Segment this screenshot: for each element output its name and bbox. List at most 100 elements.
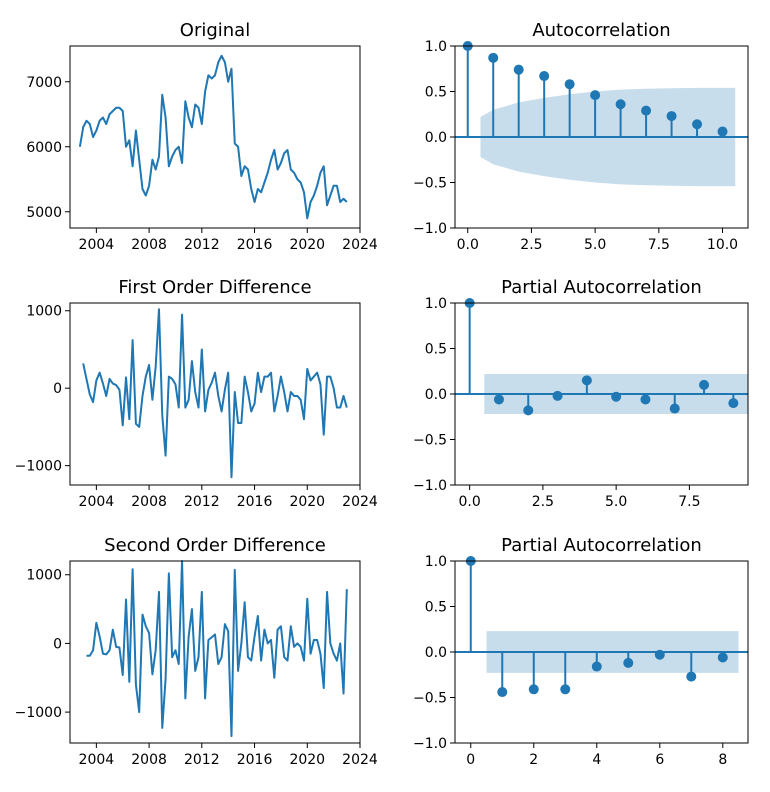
marker-lag-3 (560, 684, 571, 695)
x-tick-label: 0.0 (459, 494, 481, 510)
marker-lag-5 (611, 391, 622, 402)
x-tick-label: 2012 (184, 494, 220, 510)
x-tick-label: 7.5 (678, 494, 700, 510)
chart-panel-5: Second Order Difference 2004 2008 2012 2016 2… (15, 535, 378, 768)
chart-panel-6: Partial Autocorrelation 0 2 4 6 8 −1.0 −0.5 0.0 0… (413, 535, 749, 768)
marker-lag-5 (590, 90, 601, 101)
y-tick-label: −1.0 (413, 478, 447, 494)
series-line (86, 560, 348, 738)
y-tick-label: 0.5 (425, 600, 447, 616)
y-tick-label: 0 (53, 381, 62, 397)
y-tick-label: −1000 (15, 459, 62, 475)
series-line (78, 54, 348, 220)
y-tick-label: 7000 (26, 75, 62, 91)
y-tick-label: 1.0 (425, 39, 447, 55)
x-tick-label: 2024 (342, 237, 378, 253)
y-tick-label: 0.5 (425, 85, 447, 101)
x-tick-label: 2004 (79, 752, 115, 768)
marker-lag-8 (666, 111, 677, 122)
marker-lag-9 (692, 119, 703, 130)
x-tick-label: 0.0 (457, 237, 479, 253)
x-tick-label: 2016 (237, 237, 273, 253)
marker-lag-4 (581, 375, 592, 386)
marker-lag-3 (539, 71, 550, 82)
marker-lag-1 (497, 687, 508, 698)
y-tick-label: 1000 (26, 568, 62, 584)
x-tick-label: 2012 (184, 752, 220, 768)
x-tick-label: 2.5 (520, 237, 542, 253)
marker-lag-7 (669, 403, 680, 414)
chart-panel-2: Autocorrelation 0.0 2.5 5.0 7.5 10.0 −1.0 −0.5 0… (413, 20, 749, 253)
x-tick-label: 2012 (184, 237, 220, 253)
x-tick-label: 2016 (237, 752, 273, 768)
y-tick-label: 6000 (26, 140, 62, 156)
y-tick-label: 1.0 (425, 296, 447, 312)
marker-lag-6 (640, 394, 651, 405)
marker-lag-7 (641, 105, 652, 116)
chart-title: Autocorrelation (532, 20, 670, 41)
x-tick-label: 2024 (342, 752, 378, 768)
marker-lag-8 (699, 379, 710, 390)
marker-lag-8 (717, 652, 728, 663)
chart-title: Original (180, 20, 250, 41)
y-tick-label: 0.0 (425, 645, 447, 661)
y-tick-label: −1000 (15, 705, 62, 721)
x-tick-label: 2016 (237, 494, 273, 510)
marker-lag-2 (528, 684, 539, 695)
x-tick-label: 4 (592, 752, 601, 768)
marker-lag-7 (686, 671, 697, 682)
x-tick-label: 2024 (342, 494, 378, 510)
x-tick-label: 8 (718, 752, 727, 768)
x-tick-label: 2004 (79, 494, 115, 510)
y-tick-label: 1.0 (425, 554, 447, 570)
marker-lag-4 (564, 79, 575, 90)
marker-lag-6 (654, 649, 665, 660)
y-tick-label: −1.0 (413, 221, 447, 237)
axes-frame (69, 302, 361, 486)
chart-panel-1: Original 2004 2008 2012 2016 2020 2024 5000 6000… (26, 20, 378, 253)
axes-frame (69, 45, 361, 229)
x-tick-label: 2020 (289, 237, 325, 253)
y-tick-label: 5000 (26, 205, 62, 221)
chart-title: First Order Difference (118, 277, 311, 298)
y-tick-label: −0.5 (413, 691, 447, 707)
x-tick-label: 10.0 (707, 237, 738, 253)
x-tick-label: 2020 (289, 494, 325, 510)
series-line (82, 308, 348, 479)
y-tick-label: 1000 (26, 304, 62, 320)
x-tick-label: 2.5 (532, 494, 554, 510)
x-tick-label: 2008 (131, 237, 167, 253)
chart-title: Second Order Difference (104, 535, 326, 556)
marker-lag-4 (591, 661, 602, 672)
marker-lag-2 (513, 64, 524, 75)
x-tick-label: 6 (655, 752, 664, 768)
marker-lag-5 (623, 657, 634, 668)
marker-lag-1 (488, 52, 499, 63)
x-tick-label: 5.0 (584, 237, 606, 253)
chart-title: Partial Autocorrelation (501, 277, 702, 298)
x-tick-label: 2008 (131, 752, 167, 768)
x-tick-label: 7.5 (648, 237, 670, 253)
x-tick-label: 2020 (289, 752, 325, 768)
marker-lag-9 (728, 398, 739, 409)
marker-lag-6 (615, 99, 626, 110)
y-tick-label: 0 (53, 636, 62, 652)
axes-frame (69, 560, 361, 744)
x-tick-label: 2 (529, 752, 538, 768)
y-tick-label: 0.0 (425, 387, 447, 403)
x-tick-label: 2008 (131, 494, 167, 510)
chart-panel-4: Partial Autocorrelation 0.0 2.5 5.0 7.5 −1.0 −… (413, 277, 749, 510)
chart-title: Partial Autocorrelation (501, 535, 702, 556)
marker-lag-3 (552, 390, 563, 401)
x-tick-label: 5.0 (605, 494, 627, 510)
x-tick-label: 2004 (79, 237, 115, 253)
marker-lag-10 (717, 126, 728, 137)
y-tick-label: 0.0 (425, 130, 447, 146)
y-tick-label: 0.5 (425, 342, 447, 358)
y-tick-label: −0.5 (413, 176, 447, 192)
y-tick-label: −0.5 (413, 433, 447, 449)
chart-panel-3: First Order Difference 2004 2008 2012 2016 20… (15, 277, 378, 510)
marker-lag-2 (523, 405, 534, 416)
marker-lag-1 (493, 394, 504, 405)
